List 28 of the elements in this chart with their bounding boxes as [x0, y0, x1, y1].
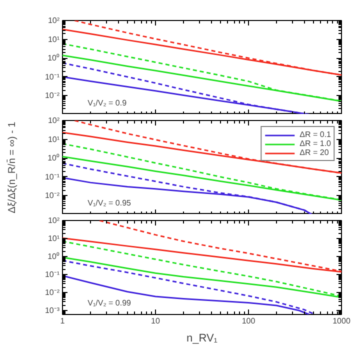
x-tick-label: 100: [242, 316, 256, 326]
y-tick-label: 10¹: [48, 234, 60, 243]
y-tick-label: 10⁰: [48, 252, 60, 262]
y-tick-label: 10⁻¹: [44, 172, 60, 182]
y-tick-label: 10⁰: [48, 54, 60, 63]
annotation: V₁/V₂ = 0.9: [88, 98, 128, 108]
annotation: V₁/V₂ = 0.99: [88, 298, 132, 308]
x-tick-label: 1: [60, 316, 66, 326]
y-tick-label: 10⁻¹: [44, 270, 60, 280]
x-tick-label: 10: [151, 316, 160, 326]
y-tick-label: 10⁻²: [44, 91, 60, 100]
legend-label: ΔR = 20: [300, 148, 329, 157]
y-tick-label: 10⁻²: [44, 288, 60, 298]
y-tick-label: 10²: [48, 16, 60, 25]
annotation: V₁/V₂ = 0.95: [88, 198, 132, 208]
y-tick-label: 10²: [48, 216, 60, 225]
y-tick-label: 10⁻³: [44, 306, 60, 316]
x-axis-title: n_RV₁: [186, 332, 218, 344]
y-tick-label: 10⁻¹: [44, 72, 60, 82]
y-tick-label: 10⁰: [48, 154, 60, 163]
y-axis-title: Δξ/Δξ(n_R/n̄ = ∞) - 1: [6, 121, 18, 214]
legend-label: ΔR = 1.0: [300, 139, 331, 148]
x-tick-label: 1000: [332, 316, 351, 326]
y-tick-label: 10¹: [48, 134, 60, 144]
y-tick-label: 10¹: [48, 34, 60, 44]
y-tick-label: 10²: [48, 116, 60, 125]
y-tick-label: 10⁻²: [44, 191, 60, 200]
legend-label: ΔR = 0.1: [300, 130, 331, 139]
